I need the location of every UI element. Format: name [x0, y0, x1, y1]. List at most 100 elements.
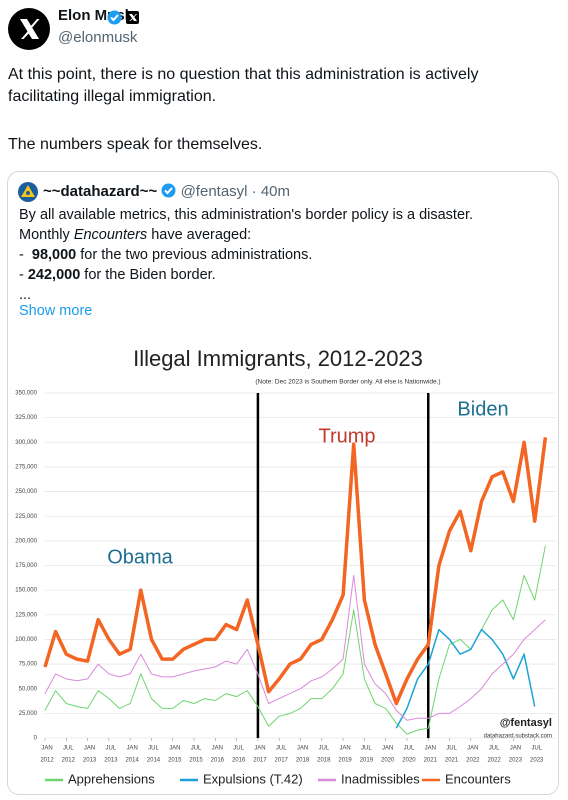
series-line — [43, 437, 548, 706]
x-tick-label: JUL — [233, 746, 244, 752]
show-more[interactable]: Show more — [19, 303, 93, 319]
x-tick-label: JAN — [169, 746, 180, 752]
x-tick-year: 2022 — [466, 758, 480, 764]
quote-segment: - — [19, 267, 28, 283]
x-tick-label: JUL — [106, 746, 117, 752]
era-label: Biden — [457, 398, 508, 420]
era-label: Obama — [107, 546, 173, 568]
x-tick-year: 2014 — [147, 758, 161, 764]
y-tick-label: 125,000 — [15, 612, 37, 618]
x-tick-year: 2016 — [232, 758, 246, 764]
x-tick-year: 2014 — [125, 758, 139, 764]
author-handle[interactable]: @elonmusk — [58, 29, 138, 46]
quote-line: Monthly Encounters have averaged: — [19, 225, 473, 245]
quote-time: · 40m — [251, 183, 291, 200]
x-tick-year: 2023 — [509, 758, 523, 764]
x-tick-label: JAN — [425, 746, 436, 752]
chart-title: Illegal Immigrants, 2012-2023 — [133, 346, 423, 371]
x-tick-year: 2015 — [189, 758, 203, 764]
quote-segment: for the two previous administrations. — [76, 247, 313, 263]
legend-label: Encounters — [445, 771, 511, 786]
x-tick-year: 2018 — [296, 758, 310, 764]
x-tick-year: 2016 — [211, 758, 225, 764]
x-tick-year: 2017 — [275, 758, 289, 764]
series-line — [44, 574, 546, 721]
quote-segment: have averaged: — [147, 227, 252, 243]
x-tick-label: JAN — [126, 746, 137, 752]
source: datahazard.substack.com — [484, 734, 552, 740]
y-tick-label: 200,000 — [15, 538, 37, 544]
quote-author[interactable]: ~~datahazard~~ — [43, 183, 158, 200]
x-tick-year: 2020 — [381, 758, 395, 764]
avatar[interactable] — [8, 8, 50, 50]
x-tick-label: JAN — [339, 746, 350, 752]
quote-card[interactable]: ~~datahazard~~ @fentasyl · 40m By all av… — [7, 171, 559, 795]
x-tick-label: JAN — [510, 746, 521, 752]
quote-segment: Monthly — [19, 227, 74, 243]
x-tick-label: JAN — [41, 746, 52, 752]
quote-avatar — [18, 182, 38, 202]
x-tick-year: 2022 — [487, 758, 501, 764]
x-tick-label: JUL — [318, 746, 329, 752]
y-tick-label: 50,000 — [19, 686, 38, 692]
x-tick-year: 2012 — [40, 758, 54, 764]
y-tick-label: 325,000 — [15, 415, 37, 421]
quote-segment: Encounters — [73, 227, 148, 243]
x-tick-label: JAN — [467, 746, 478, 752]
y-tick-label: 350,000 — [15, 391, 37, 397]
quote-text: By all available metrics, this administr… — [19, 205, 473, 305]
tweet-text: At this point, there is no question that… — [8, 66, 479, 105]
quote-line: - 98,000 for the two previous administra… — [19, 245, 473, 265]
credit: @fentasyl — [500, 717, 552, 729]
quote-segment: 98,000 — [31, 247, 77, 263]
x-tick-label: JAN — [382, 746, 393, 752]
chart: Illegal Immigrants, 2012-2023 (Note: Dec… — [8, 340, 558, 794]
quote-line: By all available metrics, this administr… — [19, 205, 473, 225]
x-tick-label: JUL — [446, 746, 457, 752]
era-label: Trump — [318, 425, 375, 447]
x-tick-label: JAN — [254, 746, 265, 752]
legend-label: Apprehensions — [68, 771, 155, 786]
x-tick-label: JAN — [84, 746, 95, 752]
x-tick-year: 2019 — [360, 758, 374, 764]
x-tick-year: 2021 — [445, 758, 459, 764]
quote-segment: By all available metrics, this administr… — [19, 207, 474, 223]
badges — [107, 10, 139, 25]
x-tick-year: 2013 — [83, 758, 97, 764]
x-tick-year: 2017 — [253, 758, 267, 764]
x-tick-year: 2018 — [317, 758, 331, 764]
chart-subtitle: (Note: Dec 2023 is Southern Border only.… — [255, 379, 440, 386]
quote-handle[interactable]: @fentasyl — [180, 183, 248, 200]
quote-segment: for the Biden border. — [80, 267, 216, 283]
y-tick-label: 300,000 — [15, 440, 37, 446]
x-tick-year: 2021 — [424, 758, 438, 764]
series-line — [395, 628, 536, 729]
y-tick-label: 275,000 — [15, 465, 37, 471]
x-tick-label: JUL — [404, 746, 415, 752]
x-tick-year: 2012 — [62, 758, 76, 764]
y-tick-label: 25,000 — [19, 711, 38, 717]
legend-label: Inadmissibles — [341, 771, 420, 786]
x-tick-label: JUL — [148, 746, 159, 752]
x-tick-year: 2015 — [168, 758, 182, 764]
quote-line: ... — [19, 285, 473, 305]
chart-background — [8, 340, 558, 794]
x-tick-label: JUL — [63, 746, 74, 752]
y-tick-label: 0 — [34, 736, 38, 742]
y-tick-label: 150,000 — [15, 588, 37, 594]
y-tick-label: 175,000 — [15, 563, 37, 569]
x-tick-label: JUL — [191, 746, 202, 752]
x-tick-year: 2019 — [338, 758, 352, 764]
x-tick-label: JAN — [297, 746, 308, 752]
x-tick-label: JUL — [276, 746, 287, 752]
x-tick-year: 2020 — [402, 758, 416, 764]
x-tick-year: 2013 — [104, 758, 118, 764]
quote-header: ~~datahazard~~ @fentasyl · 40m — [43, 183, 290, 200]
legend-label: Expulsions (T.42) — [203, 771, 303, 786]
x-tick-year: 2023 — [530, 758, 544, 764]
y-tick-label: 225,000 — [15, 514, 37, 520]
y-tick-label: 75,000 — [19, 662, 38, 668]
x-tick-label: JUL — [489, 746, 500, 752]
quote-segment: - — [19, 247, 32, 263]
